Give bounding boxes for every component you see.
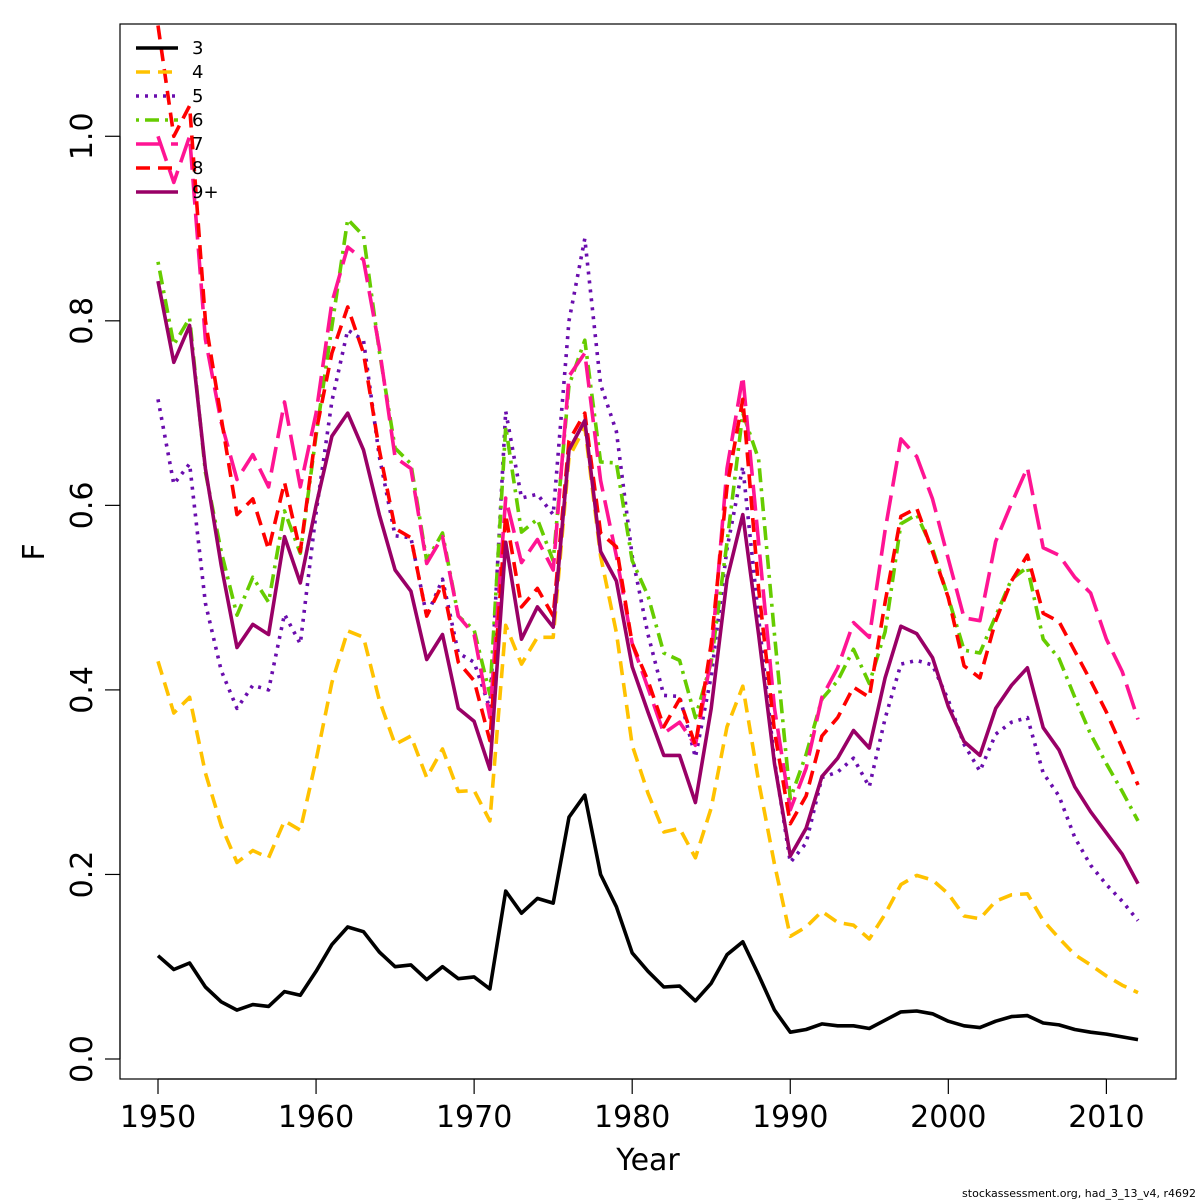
- legend-label-9plus: 9+: [192, 182, 219, 203]
- x-tick-label: 1950: [120, 1100, 196, 1135]
- legend-label-5: 5: [192, 86, 203, 107]
- x-axis: 1950 1960 1970 1980 1990 2000 2010: [120, 1078, 1145, 1135]
- legend-label-3: 3: [192, 38, 203, 59]
- x-tick-label: 1970: [436, 1100, 512, 1135]
- y-tick-label: 1.0: [65, 112, 100, 160]
- y-tick-label: 0.0: [65, 1035, 100, 1083]
- legend-label-7: 7: [192, 134, 203, 155]
- y-tick-label: 0.6: [65, 482, 100, 530]
- series-lines: [156, 25, 1140, 1042]
- y-tick-label: 0.4: [65, 666, 100, 714]
- legend: 3 4 5 6 7 8 9+: [136, 38, 219, 203]
- x-tick-label: 1960: [278, 1100, 354, 1135]
- footer-credit: stockassessment.org, had_3_13_v4, r4692: [962, 1187, 1196, 1200]
- x-axis-title: Year: [615, 1143, 680, 1178]
- y-tick-label: 0.2: [65, 851, 100, 899]
- series-line-4: [156, 425, 1139, 995]
- series-line-7: [156, 134, 1140, 812]
- y-axis: 0.0 0.2 0.4 0.6 0.8 1.0: [65, 112, 121, 1083]
- legend-label-6: 6: [192, 110, 203, 131]
- x-tick-label: 2010: [1068, 1100, 1144, 1135]
- y-axis-title: F: [17, 543, 52, 560]
- series-line-3: [156, 793, 1139, 1042]
- y-tick-label: 0.8: [65, 297, 100, 345]
- series-line-9plus: [156, 280, 1140, 885]
- legend-label-8: 8: [192, 158, 203, 179]
- x-tick-label: 1990: [752, 1100, 828, 1135]
- x-tick-label: 1980: [594, 1100, 670, 1135]
- series-line-8: [156, 25, 1140, 826]
- x-tick-label: 2000: [910, 1100, 986, 1135]
- legend-label-4: 4: [192, 62, 203, 83]
